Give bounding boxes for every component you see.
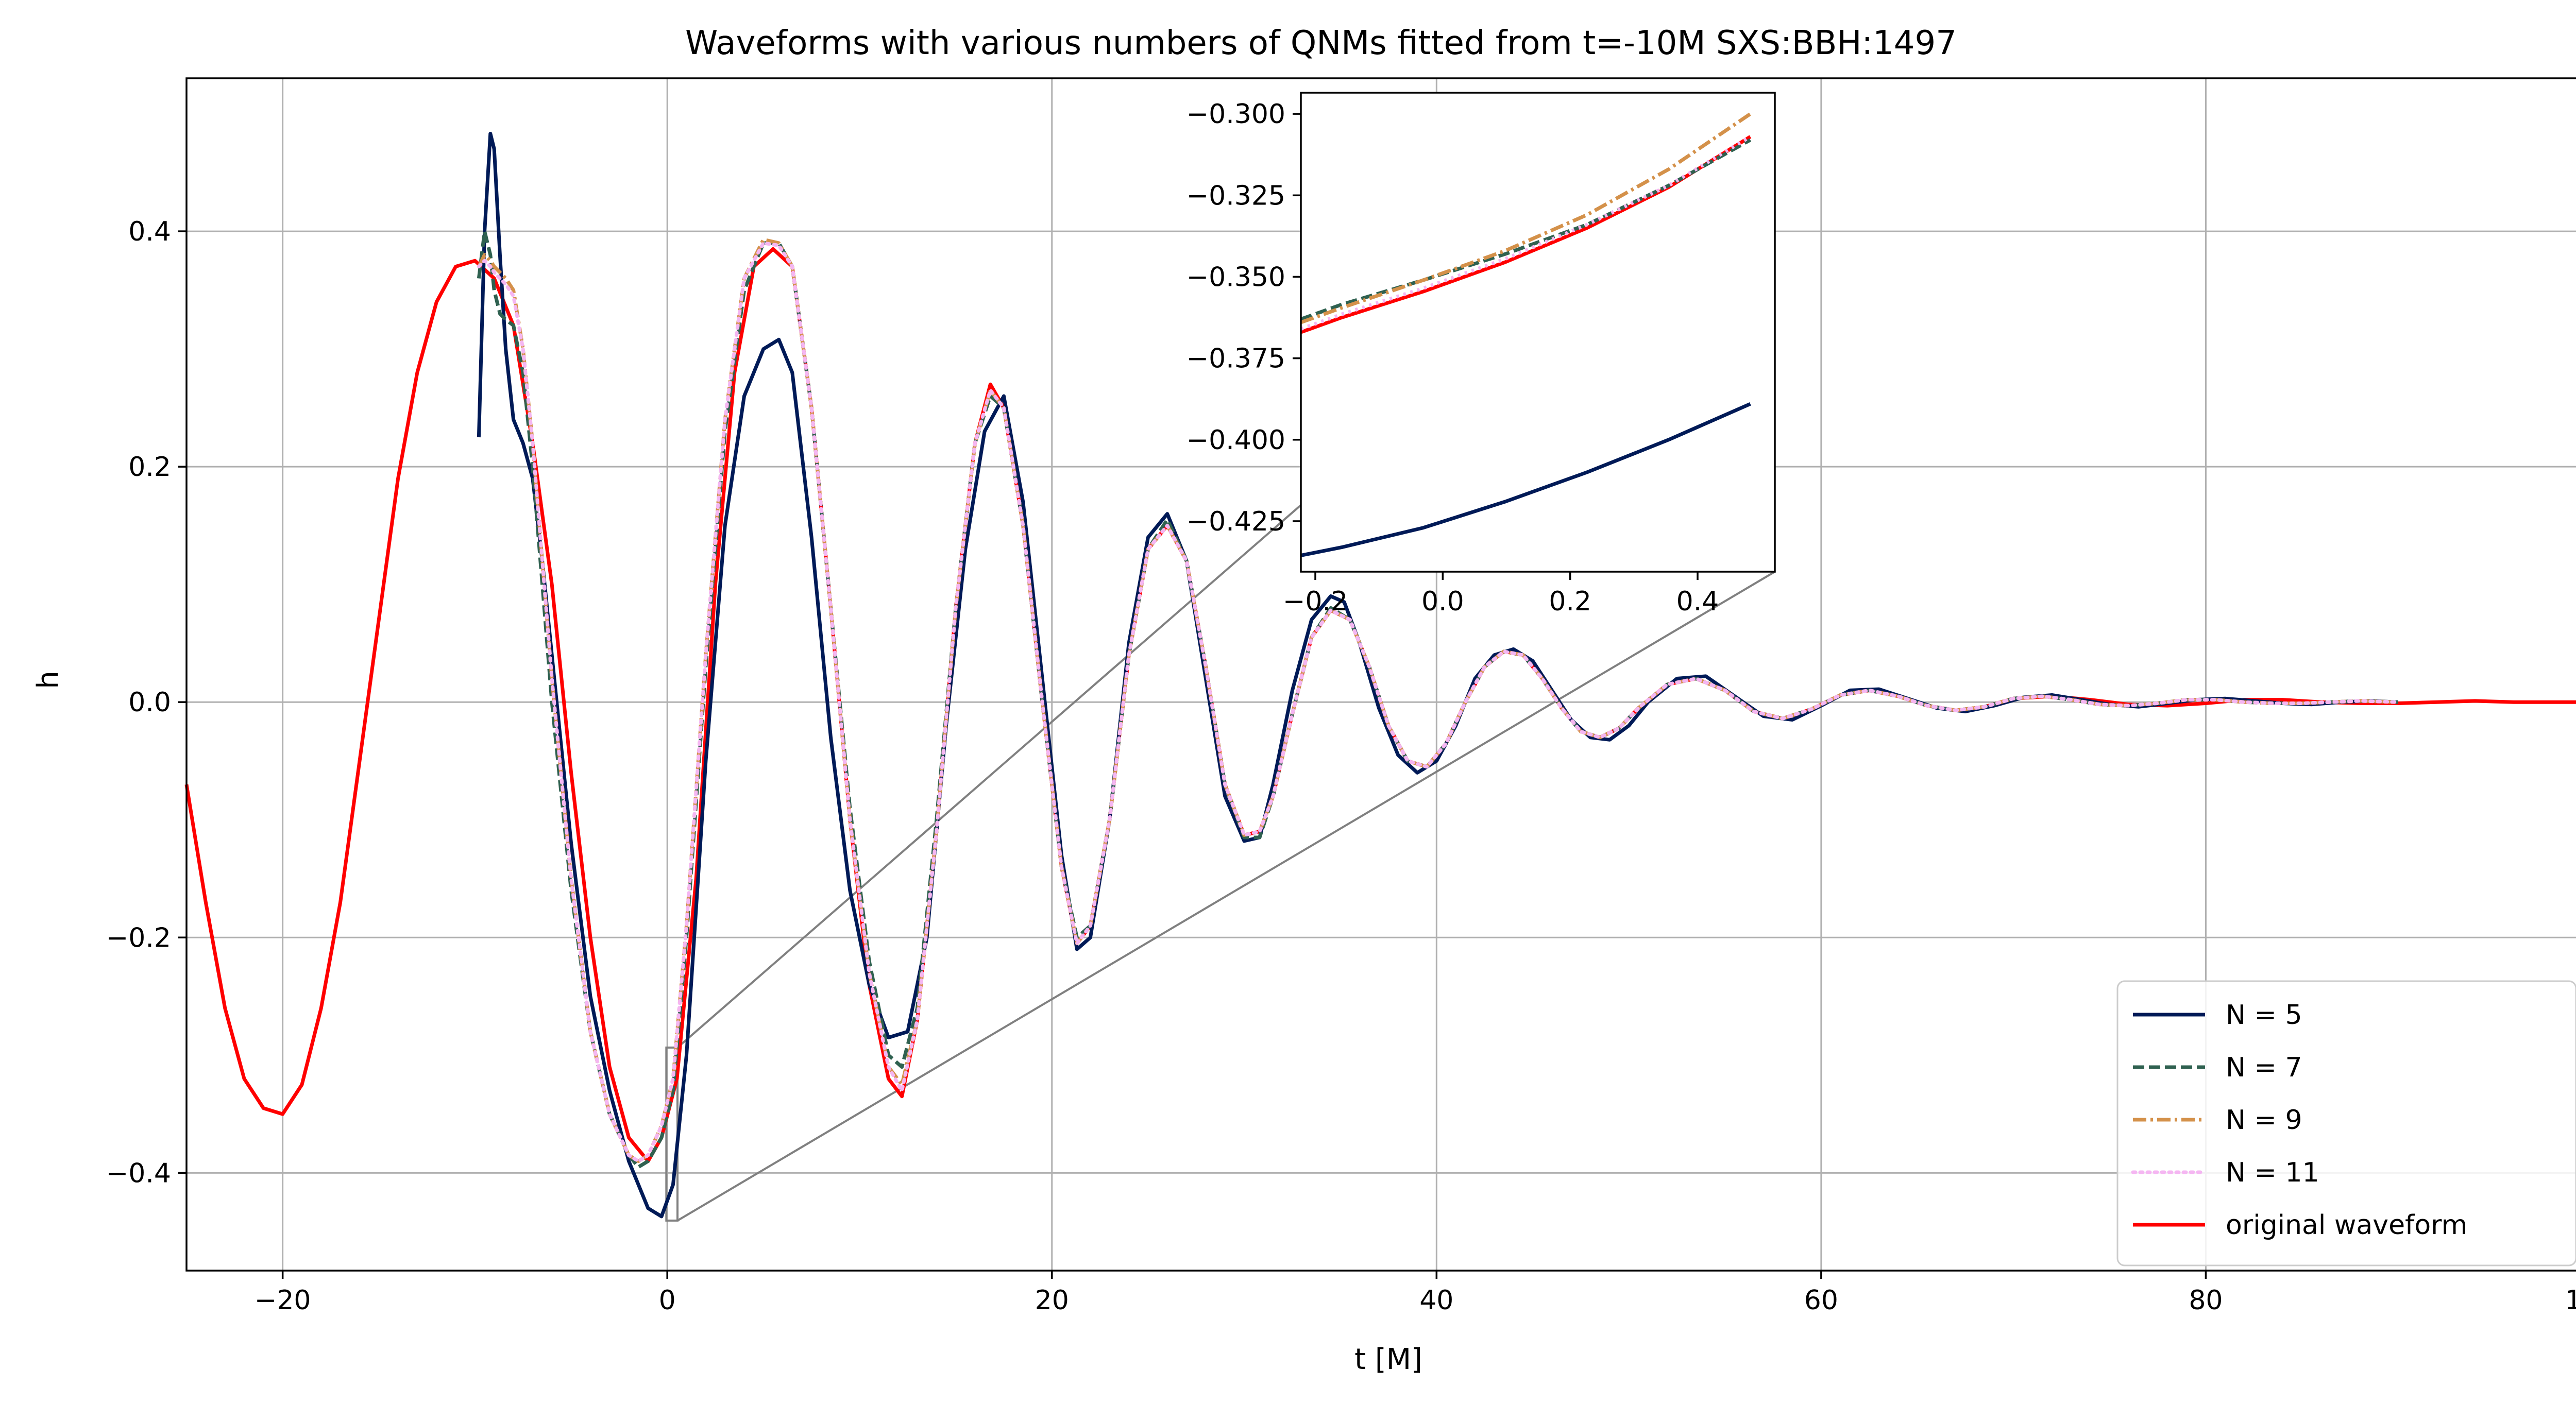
x-axis-label: t [M]: [1354, 1343, 1422, 1376]
y-axis-label: h: [31, 671, 65, 689]
inset-series-line-n-7: [1300, 138, 1752, 321]
legend-entry-n-5: N = 5: [2133, 1000, 2302, 1031]
main-plot-frame: [185, 77, 2576, 1272]
legend-entry-n-7: N = 7: [2133, 1052, 2302, 1083]
inset-y-tick-label: −0.300: [1187, 99, 1285, 130]
y-tick-label: 0.0: [128, 687, 171, 718]
inset-x-tick-label: 0.4: [1676, 586, 1719, 617]
x-tick-label: −20: [255, 1285, 311, 1316]
x-tick-label: 40: [1419, 1285, 1453, 1316]
inset-background: [1301, 93, 1775, 572]
chart-title: Waveforms with various numbers of QNMs f…: [685, 24, 1957, 62]
y-tick-label: 0.4: [128, 216, 171, 247]
inset-y-tick-label: −0.375: [1187, 344, 1285, 374]
series-line-n-11: [477, 241, 2400, 1163]
inset-y-tick-label: −0.400: [1187, 425, 1285, 456]
inset-plot-series: [1300, 112, 1752, 557]
inset-series-line-n-11: [1300, 135, 1752, 331]
x-tick-label: 20: [1035, 1285, 1069, 1316]
inset-x-tick-label: −0.2: [1283, 586, 1348, 617]
y-tick-label: 0.2: [128, 452, 171, 483]
zoom-connector-line: [676, 571, 1776, 1222]
y-tick-label: −0.4: [106, 1158, 171, 1189]
inset-y-tick-label: −0.350: [1187, 262, 1285, 293]
x-tick-label: 100: [2565, 1285, 2576, 1316]
legend-entry-n-11: N = 11: [2131, 1157, 2319, 1188]
inset-y-tick-label: −0.325: [1187, 180, 1285, 211]
legend-entry-n-9: N = 9: [2133, 1105, 2302, 1136]
legend-label: N = 11: [2226, 1157, 2319, 1188]
legend-entry-original-waveform: original waveform: [2133, 1210, 2467, 1241]
legend-label: N = 9: [2226, 1105, 2302, 1136]
inset-series-line-n-9: [1300, 112, 1752, 324]
legend-box: [2116, 980, 2576, 1266]
inset-plot-frame: [1300, 92, 1776, 573]
inset-x-tick-label: 0.2: [1549, 586, 1591, 617]
inset-plot: −0.2 0.0 0.2 0.4 −0.425 −0.400 −0.375 −0.350 −0.…: [1187, 92, 1776, 617]
legend-label: N = 5: [2226, 1000, 2302, 1031]
main-plot-series: [184, 131, 2576, 1219]
x-tick-label: 60: [1804, 1285, 1838, 1316]
inset-series-line-n-5: [1300, 402, 1751, 557]
main-axis-ticks: −20 0 20 40 60 80 100 −0.4 −0.2 0.0 0.2 0.4: [106, 216, 2576, 1316]
x-tick-label: 0: [659, 1285, 676, 1316]
inset-axis-ticks: −0.2 0.0 0.2 0.4 −0.425 −0.400 −0.375 −0.350 −0.…: [1187, 99, 1719, 617]
x-tick-label: 80: [2189, 1285, 2223, 1316]
inset-x-tick-label: 0.0: [1421, 586, 1464, 617]
y-tick-label: −0.2: [106, 922, 171, 953]
legend: N = 5 N = 7 N = 9 N = 11 original waveform: [2116, 980, 2576, 1266]
inset-y-tick-label: −0.425: [1187, 506, 1285, 537]
legend-label: N = 7: [2226, 1052, 2302, 1083]
legend-label: original waveform: [2226, 1210, 2467, 1241]
